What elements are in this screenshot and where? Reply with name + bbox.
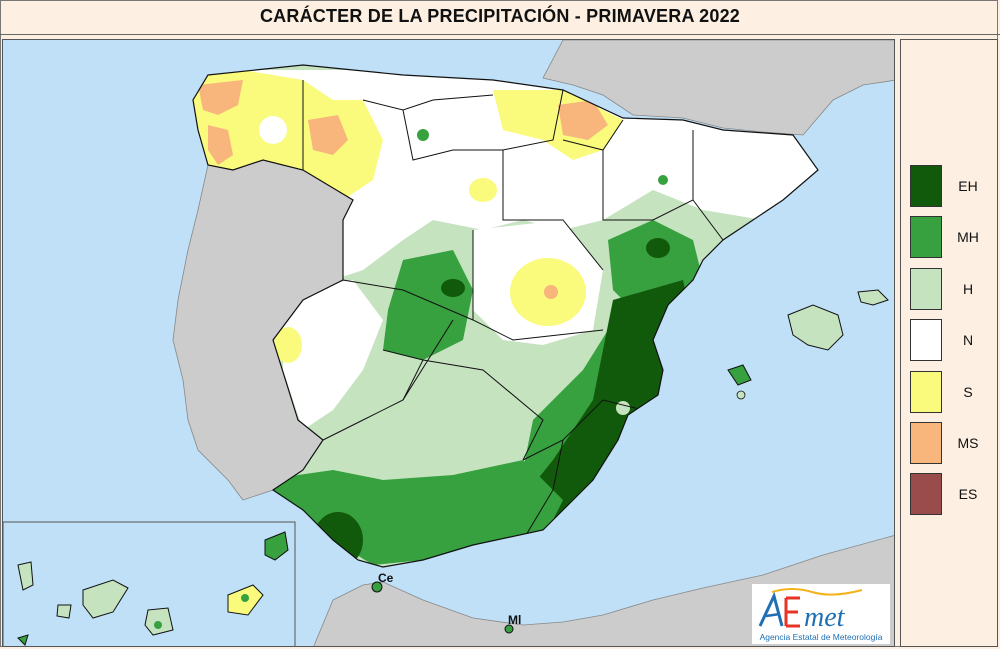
- ceuta-label: Ce: [378, 571, 394, 585]
- legend-label: H: [962, 280, 974, 297]
- legend-swatch: [910, 319, 942, 362]
- legend-swatch: [910, 165, 942, 207]
- legend-item-h: H: [910, 267, 992, 310]
- north-africa-land: [313, 535, 894, 646]
- ceuta-marker: [371, 581, 383, 593]
- map-title: CARÁCTER DE LA PRECIPITACIÓN - PRIMAVERA…: [259, 6, 741, 26]
- legend-swatch: [910, 370, 942, 413]
- legend-label: MS: [957, 435, 979, 451]
- aemet-logo: met Agencia Estatal de Meteorología: [751, 583, 891, 645]
- legend-item-mh: MH: [910, 216, 992, 259]
- legend-item-n: N: [910, 319, 992, 362]
- france-land: [542, 40, 894, 136]
- legend-item-eh: EH: [910, 165, 992, 207]
- legend-swatch: [910, 216, 942, 259]
- legend-swatch: [910, 473, 942, 516]
- legend-item-s: S: [910, 370, 992, 413]
- precipitation-map: Ce Ml: [2, 39, 895, 647]
- legend-label: N: [962, 332, 974, 349]
- melilla-label: Ml: [508, 613, 522, 627]
- mallorca-island: [787, 304, 844, 351]
- menorca-island: [857, 289, 889, 306]
- legend-label: EH: [958, 178, 978, 194]
- spain-outline: [192, 64, 819, 568]
- melilla-marker: [504, 624, 514, 634]
- legend-swatch: [910, 422, 942, 464]
- legend-item-ms: MS: [910, 422, 992, 464]
- svg-text:met: met: [804, 602, 846, 633]
- legend-swatch: [910, 267, 942, 310]
- legend-label: ES: [958, 486, 978, 503]
- title-divider: [0, 34, 1000, 35]
- legend-item-es: ES: [910, 473, 992, 516]
- legend-label: MH: [957, 229, 979, 246]
- logo-subtitle: Agencia Estatal de Meteorología: [759, 632, 883, 642]
- ibiza-island: [727, 364, 752, 386]
- legend-label: S: [963, 383, 973, 400]
